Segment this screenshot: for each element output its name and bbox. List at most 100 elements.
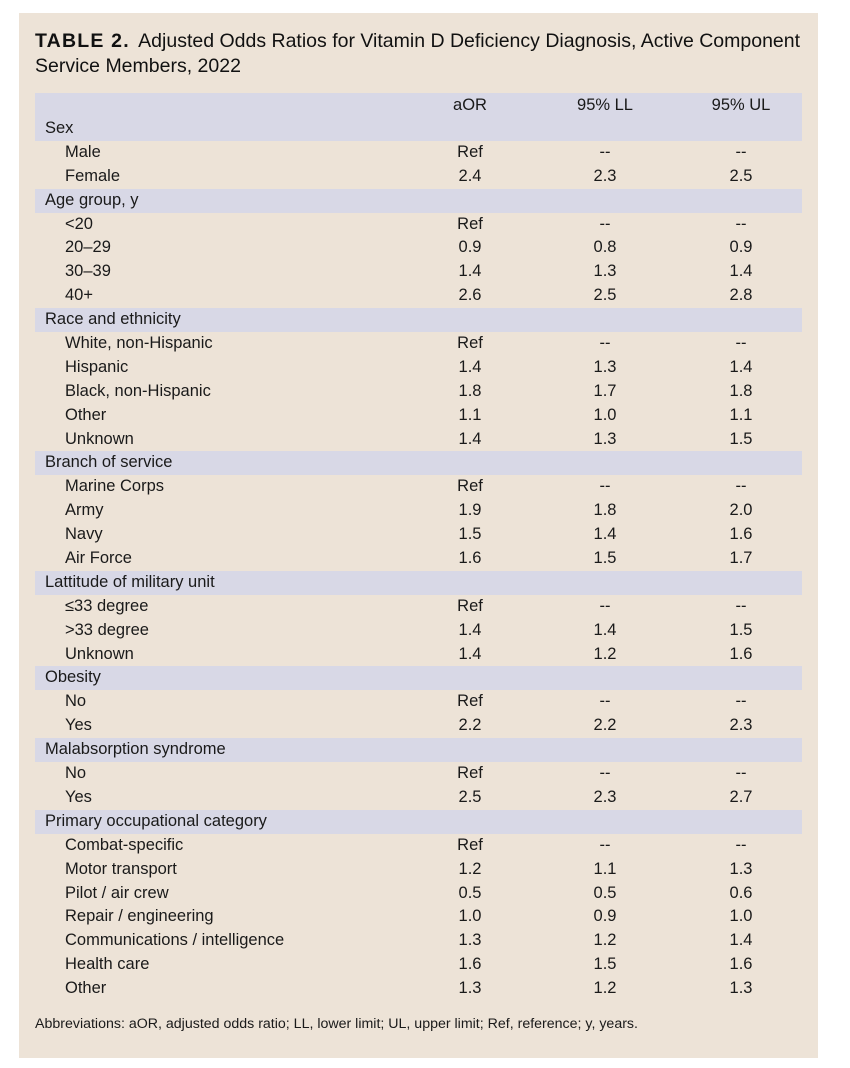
ul-value: 1.3 bbox=[729, 859, 753, 878]
group-row: Malabsorption syndrome bbox=[35, 738, 802, 763]
table-row: Combat-specific Ref -- -- bbox=[35, 834, 802, 858]
ul-value: 1.4 bbox=[729, 931, 753, 950]
ul-value: 2.8 bbox=[729, 286, 753, 305]
ll-value: 1.1 bbox=[593, 859, 617, 878]
row-label: Other bbox=[65, 405, 107, 424]
aor-value: 1.1 bbox=[458, 405, 482, 424]
aor-value: 2.2 bbox=[458, 716, 482, 735]
ll-value: 0.9 bbox=[593, 907, 617, 926]
table-row: Army 1.9 1.8 2.0 bbox=[35, 499, 802, 523]
row-label: Unknown bbox=[65, 644, 134, 663]
ll-value: 1.0 bbox=[593, 405, 617, 424]
ll-value: 1.5 bbox=[593, 549, 617, 568]
aor-value: Ref bbox=[457, 835, 483, 854]
aor-value: 1.0 bbox=[458, 907, 482, 926]
table-row: Communications / intelligence 1.3 1.2 1.4 bbox=[35, 929, 802, 953]
ul-value: -- bbox=[735, 142, 747, 161]
group-label: Age group, y bbox=[45, 190, 139, 209]
row-label: Unknown bbox=[65, 429, 134, 448]
ul-value: -- bbox=[735, 596, 747, 615]
group-row: Primary occupational category bbox=[35, 809, 802, 834]
row-label: Motor transport bbox=[65, 859, 177, 878]
aor-value: 1.4 bbox=[458, 644, 482, 663]
table-row: Unknown 1.4 1.3 1.5 bbox=[35, 428, 802, 452]
header-row: aOR 95% LL 95% UL bbox=[35, 93, 802, 117]
ul-value: 1.6 bbox=[729, 644, 753, 663]
ul-value: -- bbox=[735, 764, 747, 783]
abbreviations-footnote: Abbreviations: aOR, adjusted odds ratio;… bbox=[35, 1016, 638, 1032]
aor-value: Ref bbox=[457, 214, 483, 233]
aor-value: 1.3 bbox=[458, 979, 482, 998]
aor-value: 2.5 bbox=[458, 787, 482, 806]
aor-value: 1.4 bbox=[458, 429, 482, 448]
aor-value: 1.6 bbox=[458, 549, 482, 568]
table-row: >33 degree 1.4 1.4 1.5 bbox=[35, 619, 802, 643]
row-label: 40+ bbox=[65, 286, 93, 305]
group-row: Race and ethnicity bbox=[35, 308, 802, 333]
ll-value: 1.5 bbox=[593, 955, 617, 974]
table-row: Black, non-Hispanic 1.8 1.7 1.8 bbox=[35, 380, 802, 404]
row-label: Male bbox=[65, 142, 101, 161]
aor-value: 2.6 bbox=[458, 286, 482, 305]
aor-value: 1.9 bbox=[458, 501, 482, 520]
row-label: 30–39 bbox=[65, 262, 111, 281]
ul-value: 2.5 bbox=[729, 166, 753, 185]
ul-value: -- bbox=[735, 692, 747, 711]
table-row: Pilot / air crew 0.5 0.5 0.6 bbox=[35, 882, 802, 906]
ll-value: 1.2 bbox=[593, 931, 617, 950]
table-row: Other 1.3 1.2 1.3 bbox=[35, 977, 802, 1001]
aor-value: 1.4 bbox=[458, 357, 482, 376]
header-95-ul: 95% UL bbox=[711, 96, 771, 114]
aor-value: Ref bbox=[457, 334, 483, 353]
ul-value: 1.3 bbox=[729, 979, 753, 998]
group-row: Sex bbox=[35, 117, 802, 141]
aor-value: Ref bbox=[457, 477, 483, 496]
table-row: Marine Corps Ref -- -- bbox=[35, 475, 802, 499]
table-row: Navy 1.5 1.4 1.6 bbox=[35, 523, 802, 547]
ul-value: 1.6 bbox=[729, 955, 753, 974]
row-label: >33 degree bbox=[65, 620, 149, 639]
ul-value: 2.7 bbox=[729, 787, 753, 806]
ul-value: 1.0 bbox=[729, 907, 753, 926]
row-label: Navy bbox=[65, 525, 103, 544]
table-row: No Ref -- -- bbox=[35, 690, 802, 714]
ul-value: 1.8 bbox=[729, 381, 753, 400]
table-row: Female 2.4 2.3 2.5 bbox=[35, 165, 802, 189]
table-panel: TABLE 2. Adjusted Odds Ratios for Vitami… bbox=[19, 13, 818, 1058]
row-label: Female bbox=[65, 166, 121, 185]
table-row: Repair / engineering 1.0 0.9 1.0 bbox=[35, 905, 802, 929]
row-label: Air Force bbox=[65, 549, 132, 568]
aor-value: Ref bbox=[457, 692, 483, 711]
group-label: Malabsorption syndrome bbox=[45, 740, 226, 759]
aor-value: Ref bbox=[457, 142, 483, 161]
table-row: 40+ 2.6 2.5 2.8 bbox=[35, 284, 802, 308]
table-row: 20–29 0.9 0.8 0.9 bbox=[35, 236, 802, 260]
table-row: <20 Ref -- -- bbox=[35, 213, 802, 237]
table-row: Unknown 1.4 1.2 1.6 bbox=[35, 643, 802, 667]
ll-value: -- bbox=[599, 692, 611, 711]
aor-value: 1.8 bbox=[458, 381, 482, 400]
ul-value: 2.0 bbox=[729, 501, 753, 520]
ll-value: 1.8 bbox=[593, 501, 617, 520]
aor-value: 0.9 bbox=[458, 238, 482, 257]
ll-value: 1.3 bbox=[593, 429, 617, 448]
group-row: Lattitude of military unit bbox=[35, 570, 802, 595]
group-label: Lattitude of military unit bbox=[45, 572, 215, 591]
row-label: Combat-specific bbox=[65, 835, 184, 854]
row-label: Army bbox=[65, 501, 104, 520]
table-row: Air Force 1.6 1.5 1.7 bbox=[35, 547, 802, 571]
aor-value: 2.4 bbox=[458, 166, 482, 185]
ll-value: -- bbox=[599, 477, 611, 496]
row-label: No bbox=[65, 764, 87, 783]
ll-value: 0.5 bbox=[593, 883, 617, 902]
ll-value: 2.3 bbox=[593, 787, 617, 806]
row-label: Pilot / air crew bbox=[65, 883, 169, 902]
row-label: No bbox=[65, 692, 87, 711]
group-label: Primary occupational category bbox=[45, 811, 267, 830]
ul-value: 0.6 bbox=[729, 883, 753, 902]
table-row: ≤33 degree Ref -- -- bbox=[35, 595, 802, 619]
ll-value: 2.2 bbox=[593, 716, 617, 735]
ul-value: 1.5 bbox=[729, 429, 753, 448]
row-label: Other bbox=[65, 979, 107, 998]
ll-value: 1.3 bbox=[593, 262, 617, 281]
